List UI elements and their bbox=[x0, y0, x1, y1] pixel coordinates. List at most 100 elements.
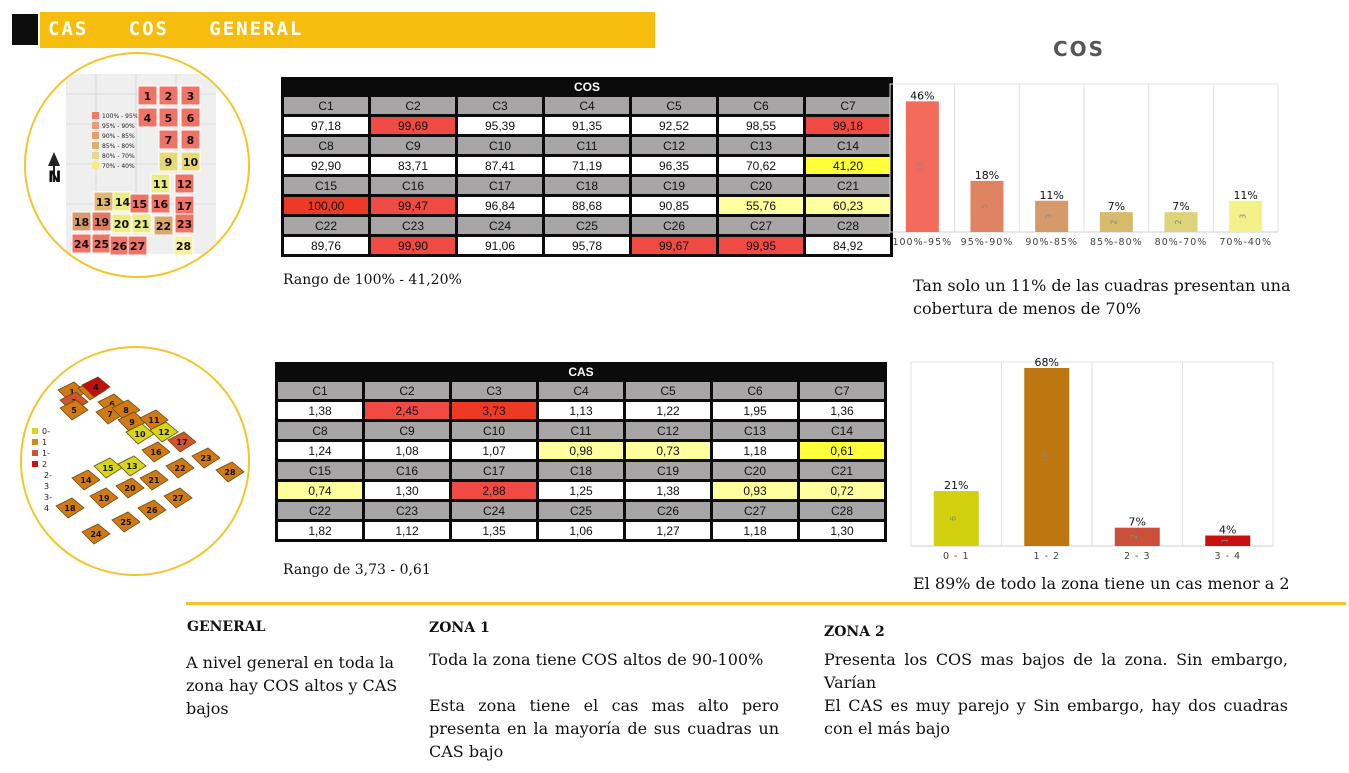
zona1-text-2: Esta zona tiene el cas mas alto pero pre… bbox=[429, 696, 779, 761]
cas-range-note: Rango de 3,73 - 0,61 bbox=[283, 562, 431, 578]
legend-swatch bbox=[92, 142, 99, 149]
chart-count-label: 2 bbox=[1109, 220, 1118, 225]
table-value-cell: 0,93 bbox=[713, 482, 797, 499]
map-block-label: 24 bbox=[90, 530, 102, 539]
chart-count-label: 5 bbox=[980, 204, 989, 209]
table-value-cell: 83,71 bbox=[371, 157, 455, 174]
table-header-cell: C22 bbox=[278, 502, 362, 519]
map-block-label: 11 bbox=[148, 416, 160, 425]
cas-table-wrap: CAS C1 C2 C3 C4 C5 C6 C7 1,38 2,45 3,73 1,13 1,22 1,9… bbox=[275, 362, 887, 542]
map-block bbox=[71, 233, 92, 254]
map-block bbox=[91, 211, 112, 232]
map-block bbox=[158, 129, 179, 150]
table-value-cell: 1,35 bbox=[452, 522, 536, 539]
table-value-cell: 0,74 bbox=[278, 482, 362, 499]
cas-site-map: 0-11-22-33-4 123456789101112131415161718… bbox=[32, 376, 245, 545]
table-header-cell: C8 bbox=[278, 422, 362, 439]
cas-map-circle: 0-11-22-33-4 123456789101112131415161718… bbox=[20, 346, 250, 576]
table-header-cell: C14 bbox=[800, 422, 884, 439]
map-block bbox=[81, 523, 111, 545]
table-value-cell: 1,06 bbox=[539, 522, 623, 539]
map-block-label: 13 bbox=[126, 462, 137, 471]
map-block-label: 17 bbox=[177, 200, 192, 213]
table-header-cell: C27 bbox=[713, 502, 797, 519]
table-value-cell: 92,52 bbox=[632, 117, 716, 134]
table-header-cell: C2 bbox=[365, 382, 449, 399]
legend-swatch bbox=[92, 112, 99, 119]
chart-bar bbox=[1114, 527, 1160, 546]
table-header-cell: C11 bbox=[539, 422, 623, 439]
cas-map-legend: 0- 1 1- 2 2- 3 3- 4 bbox=[32, 427, 52, 513]
table-value-cell: 99,47 bbox=[371, 197, 455, 214]
map-block bbox=[111, 213, 132, 234]
map-block bbox=[174, 213, 195, 234]
chart-bar bbox=[1035, 200, 1069, 232]
table-header-cell: C15 bbox=[278, 462, 362, 479]
legend-swatch bbox=[92, 162, 99, 169]
table-header-cell: C2 bbox=[371, 97, 455, 114]
table-header-cell: C28 bbox=[806, 217, 890, 234]
table-value-cell: 96,84 bbox=[458, 197, 542, 214]
table-header-cell: C23 bbox=[371, 217, 455, 234]
legend-label: 2- bbox=[44, 471, 52, 480]
table-header-cell: C1 bbox=[278, 382, 362, 399]
table-value-cell: 99,67 bbox=[632, 237, 716, 254]
chart-category-label: 80%-70% bbox=[1155, 237, 1208, 248]
table-header-cell: C6 bbox=[719, 97, 803, 114]
table-value-cell: 1,13 bbox=[539, 402, 623, 419]
map-block bbox=[191, 447, 221, 469]
map-block-label: 11 bbox=[153, 178, 168, 191]
map-block-label: 21 bbox=[148, 476, 160, 485]
cos-table: COS C1 C2 C3 C4 C5 C6 C7 97,18 99,69 95,39 91,35 92,… bbox=[281, 77, 893, 257]
map-block bbox=[81, 376, 111, 398]
chart-category-label: 90%-85% bbox=[1025, 237, 1078, 248]
table-header-cell: C4 bbox=[545, 97, 629, 114]
map-block bbox=[180, 151, 201, 172]
cos-bar-chart: 13 46% 100%-95% 5 18% 95%-90% 3 11% 90%-85% 2 7% 85… bbox=[889, 83, 1279, 248]
map-block-label: 18 bbox=[74, 216, 89, 229]
table-header-cell: C3 bbox=[458, 97, 542, 114]
map-block bbox=[174, 173, 195, 194]
map-block bbox=[180, 107, 201, 128]
map-block bbox=[71, 469, 101, 491]
table-header-cell: C24 bbox=[452, 502, 536, 519]
table-header-cell: C14 bbox=[806, 137, 890, 154]
map-block-label: 1 bbox=[69, 388, 75, 397]
map-block bbox=[173, 235, 194, 256]
map-block-label: 15 bbox=[102, 464, 114, 473]
table-header-cell: C21 bbox=[800, 462, 884, 479]
map-block-label: 28 bbox=[224, 468, 236, 477]
cas-table: CAS C1 C2 C3 C4 C5 C6 C7 1,38 2,45 3,73 1,13 1,22 1,9… bbox=[275, 362, 887, 542]
table-value-cell: 1,82 bbox=[278, 522, 362, 539]
chart-count-label: 1 bbox=[1221, 538, 1230, 543]
map-block-label: 9 bbox=[165, 156, 173, 169]
table-header-cell: C5 bbox=[632, 97, 716, 114]
table-header-cell: C26 bbox=[626, 502, 710, 519]
table-value-cell: 1,07 bbox=[452, 442, 536, 459]
chart-count-label: 19 bbox=[1040, 452, 1049, 462]
map-block-label: 19 bbox=[98, 494, 110, 503]
general-text: A nivel general en toda la zona hay COS … bbox=[186, 653, 398, 718]
table-value-cell: 90,85 bbox=[632, 197, 716, 214]
table-value-cell: 91,06 bbox=[458, 237, 542, 254]
table-header-cell: C28 bbox=[800, 502, 884, 519]
chart-bar bbox=[1164, 212, 1198, 232]
chart-category-label: 2 - 3 bbox=[1124, 551, 1151, 562]
map-block bbox=[115, 477, 145, 499]
cas-chart-caption: El 89% de todo la zona tiene un cas meno… bbox=[913, 574, 1290, 593]
table-header-cell: C27 bbox=[719, 217, 803, 234]
map-block-label: 8 bbox=[123, 406, 129, 415]
general-heading: GENERAL bbox=[187, 619, 266, 635]
table-value-cell: 0,61 bbox=[800, 442, 884, 459]
zona1-text-1: Toda la zona tiene COS altos de 90-100% bbox=[429, 650, 764, 669]
map-block-label: 2 bbox=[165, 90, 173, 103]
table-value-cell: 96,35 bbox=[632, 157, 716, 174]
zona2-text-1: Presenta los COS mas bajos de la zona. S… bbox=[824, 650, 1288, 692]
table-header-cell: C25 bbox=[539, 502, 623, 519]
map-block bbox=[150, 193, 171, 214]
chart-bar bbox=[1024, 368, 1070, 546]
cas-map-blocks: 1234567891011121314151617181920212223242… bbox=[55, 376, 245, 545]
map-block bbox=[165, 457, 195, 479]
chart-value-label: 7% bbox=[1172, 200, 1189, 213]
cos-range-note: Rango de 100% - 41,20% bbox=[283, 272, 462, 288]
